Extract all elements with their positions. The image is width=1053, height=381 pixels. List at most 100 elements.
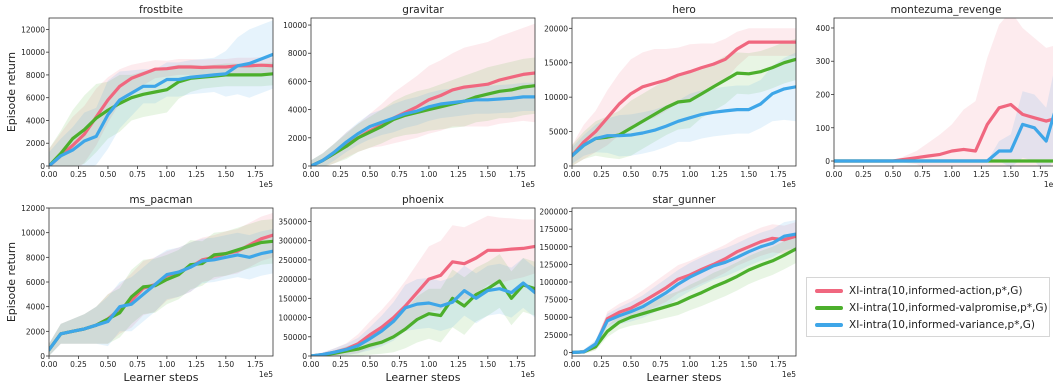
x-tick-label: 0.50 [100,170,117,179]
x-tick-label: 0.50 [362,170,379,179]
y-tick-label: 300 [816,57,831,66]
x-tick-label: 0.75 [652,360,669,369]
legend-item-valpromise: XI-intra(10,informed-valpromise,p*,G) [815,299,1049,316]
band-variance [49,20,273,166]
panel-title: gravitar [402,4,444,16]
x-tick-label: 1.50 [479,170,496,179]
y-tick-label: 400 [816,24,831,33]
x-tick-label: 1.50 [479,360,496,369]
y-tick-label: 25000 [544,331,568,340]
y-tick-label: 4000 [288,106,307,115]
y-tick-label: 12000 [21,25,45,34]
legend-label-valpromise: XI-intra(10,informed-valpromise,p*,G) [849,301,1048,314]
plot-frame [571,17,797,167]
y-tick-label: 100 [816,124,831,133]
plot-frame [310,207,536,357]
series-line-variance [311,281,535,356]
x-tick-label: 0.50 [362,360,379,369]
x-tick-label: 0.25 [593,170,610,179]
series-line-action [572,234,796,355]
y-tick-label: 10000 [544,93,568,102]
x-tick-label: 0.25 [70,360,87,369]
x-tick-label: 1.25 [711,360,728,369]
band-variance [572,220,796,354]
x-tick-label: 0.50 [885,170,902,179]
y-tick-label: 125000 [539,260,568,269]
series-line-variance [49,52,273,166]
x-tick-label: 0.75 [914,170,931,179]
y-tick-label: 2000 [288,134,307,143]
band-valpromise [572,234,796,354]
y-tick-label: 175000 [539,225,568,234]
x-tick-label: 0.75 [129,360,146,369]
panel-gravitar: gravitar 0 2000 4000 6000 8000 10000 0.00 0.25 0.… [283,4,536,189]
x-tick-label: 1.00 [421,170,438,179]
series-line-variance [311,95,535,166]
x-tick-label: 0.25 [332,360,349,369]
panel-hero: hero 0 5000 10000 15000 20000 0.00 0.25 0.50 0.75… [544,4,797,189]
x-tick-label: 1.75 [509,360,526,369]
band-variance [311,82,535,166]
band-variance [834,75,1053,166]
plot-frame [310,17,536,167]
y-tick-label: 12000 [21,204,45,213]
x-tick-label: 0.75 [391,170,408,179]
legend-item-variance: XI-intra(10,informed-variance,p*,G) [815,316,1049,333]
y-tick-label: 0 [825,157,830,166]
series-line-variance [572,232,796,355]
y-tick-label: 200000 [539,208,568,217]
y-tick-label: 0 [40,162,45,171]
x-tick-label: 0.75 [391,360,408,369]
x-tick-label: 1.00 [682,170,699,179]
y-tick-label: 150000 [539,243,568,252]
y-tick-label: 0 [40,352,45,361]
x-tick-label: 1.75 [509,170,526,179]
legend-swatch-valpromise [815,305,843,310]
x-tick-label: 0.75 [652,170,669,179]
y-tick-label: 15000 [544,59,568,68]
panel-ms-pacman: ms_pacman 0 2000 4000 6000 8000 10000 12000 0.00… [5,194,274,381]
x-tick-label: 1.75 [247,360,264,369]
x-tick-label: 1.75 [247,170,264,179]
x-tick-label: 1.00 [159,360,176,369]
legend-swatch-variance [815,322,843,327]
y-tick-label: 6000 [26,278,45,287]
x-tick-label: 1.75 [770,360,787,369]
y-tick-label: 2000 [26,327,45,336]
x-exponent-label: 1e5 [782,370,796,379]
panel-title: ms_pacman [129,194,192,206]
x-tick-label: 1.50 [217,170,234,179]
legend-label-action: XI-intra(10,informed-action,p*,G) [849,284,1023,297]
y-tick-label: 20000 [544,24,568,33]
x-tick-label: 0.25 [593,360,610,369]
y-tick-label: 10000 [283,21,307,30]
x-tick-label: 1.25 [711,170,728,179]
series-line-valpromise [49,72,273,166]
series-line-variance [572,85,796,158]
y-tick-label: 6000 [26,94,45,103]
y-tick-label: 250000 [278,256,307,265]
x-exponent-label: 1e5 [521,370,535,379]
x-exponent-label: 1e5 [782,180,796,189]
series-line-variance [834,112,1053,163]
legend-label-variance: XI-intra(10,informed-variance,p*,G) [849,318,1036,331]
x-tick-label: 0.25 [332,170,349,179]
x-exponent-label: 1e5 [1044,180,1053,189]
panel-title: phoenix [402,194,444,206]
plot-frame [48,17,274,167]
x-tick-label: 1.25 [450,360,467,369]
y-tick-label: 5000 [549,128,568,137]
x-tick-label: 1.00 [421,360,438,369]
y-tick-label: 150000 [278,294,307,303]
band-valpromise [49,62,273,166]
band-action [834,18,1053,166]
legend-swatch-action [815,288,843,293]
x-tick-label: 1.50 [740,170,757,179]
x-tick-label: 1.25 [188,170,205,179]
y-tick-label: 10000 [21,229,45,238]
x-tick-label: 0.50 [100,360,117,369]
y-tick-label: 75000 [544,296,568,305]
x-tick-label: 0.00 [303,360,320,369]
x-tick-label: 1.50 [1002,170,1019,179]
